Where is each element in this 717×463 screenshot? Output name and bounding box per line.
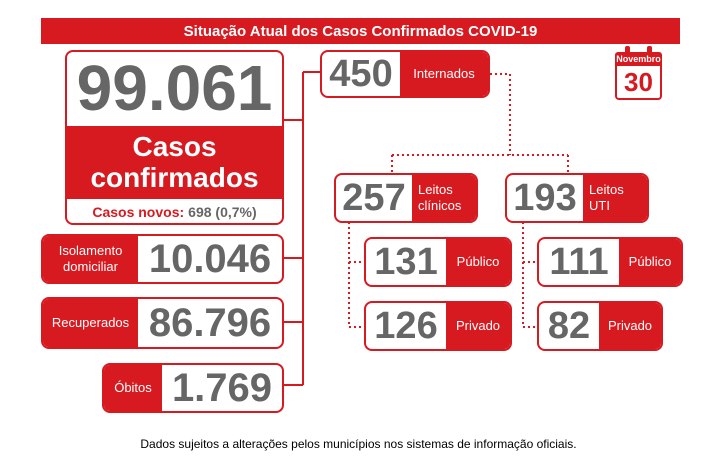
- deaths-label: Óbitos: [104, 365, 162, 411]
- home-isolation-value: 10.046: [148, 236, 272, 281]
- new-cases: Casos novos: 698 (0,7%): [67, 201, 282, 223]
- deaths-value: 1.769: [171, 365, 273, 410]
- page-title: Situação Atual dos Casos Confirmados COV…: [41, 18, 680, 44]
- confirmed-label-line1: Casos: [132, 130, 217, 162]
- clinical-beds-label-line1: Leitos: [418, 182, 453, 198]
- clinical-beds-value: 257: [342, 176, 406, 219]
- recovered-value: 86.796: [148, 300, 272, 345]
- icu-private-label: Privado: [599, 303, 661, 349]
- icu-public-value: 111: [549, 240, 609, 283]
- new-cases-value: 698 (0,7%): [188, 204, 257, 220]
- clinical-beds-label-line2: clínicos: [418, 198, 462, 213]
- icu-public-card: 111 Público: [537, 237, 683, 287]
- recovered-card: Recuperados 86.796: [41, 297, 284, 349]
- hospitalized-card: 450 Internados: [320, 50, 490, 98]
- confirmed-cases-value: 99.061: [76, 52, 273, 124]
- confirmed-label-line2: confirmados: [90, 161, 259, 193]
- hospitalized-value: 450: [329, 52, 393, 95]
- home-isolation-card: Isolamento domiciliar 10.046: [41, 234, 284, 284]
- footer-note: Dados sujeitos a alterações pelos municí…: [140, 437, 577, 451]
- clinical-private-value: 126: [374, 304, 438, 347]
- clinical-beds-card: 257 Leitos clínicos: [334, 173, 478, 223]
- clinical-public-card: 131 Público: [364, 237, 512, 287]
- calendar-icon: Novembro 30: [615, 46, 662, 100]
- recovered-label: Recuperados: [43, 299, 138, 347]
- home-isolation-label: Isolamento domiciliar: [43, 236, 138, 282]
- icu-beds-card: 193 Leitos UTI: [505, 173, 649, 223]
- new-cases-label: Casos novos:: [92, 204, 185, 220]
- icu-beds-label-line2: UTI: [589, 198, 610, 213]
- calendar-day: 30: [615, 66, 662, 100]
- icu-beds-value: 193: [513, 176, 577, 219]
- clinical-private-label: Privado: [446, 303, 510, 349]
- home-isolation-label-line1: Isolamento: [58, 243, 123, 259]
- clinical-public-label: Público: [446, 239, 510, 285]
- confirmed-cases-label: Casos confirmados: [67, 126, 282, 199]
- hospitalized-label: Internados: [400, 52, 488, 96]
- icu-beds-label-line1: Leitos: [589, 182, 624, 198]
- deaths-card: Óbitos 1.769: [102, 363, 284, 413]
- home-isolation-label-line2: domiciliar: [63, 259, 118, 274]
- icu-public-label: Público: [619, 239, 681, 285]
- clinical-private-card: 126 Privado: [364, 301, 512, 351]
- icu-private-value: 82: [547, 304, 591, 347]
- icu-beds-label: Leitos UTI: [583, 175, 647, 221]
- clinical-public-value: 131: [374, 240, 438, 283]
- clinical-beds-label: Leitos clínicos: [412, 175, 476, 221]
- icu-private-card: 82 Privado: [537, 301, 663, 351]
- calendar-month: Novembro: [615, 52, 662, 66]
- confirmed-cases-card: 99.061 Casos confirmados Casos novos: 69…: [65, 50, 284, 225]
